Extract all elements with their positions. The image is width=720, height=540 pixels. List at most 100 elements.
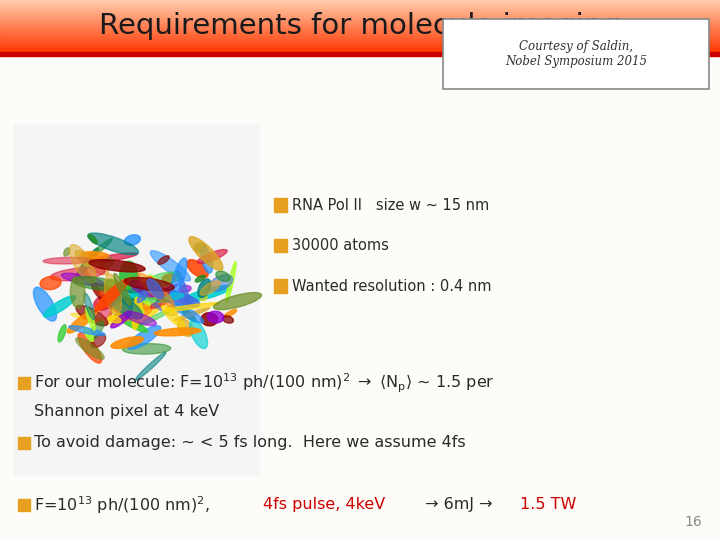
Ellipse shape — [69, 326, 105, 335]
Bar — [0, 28, 720, 29]
Ellipse shape — [147, 272, 181, 286]
Ellipse shape — [158, 256, 169, 265]
Ellipse shape — [148, 300, 156, 308]
Ellipse shape — [186, 260, 208, 278]
Ellipse shape — [88, 321, 104, 341]
Ellipse shape — [64, 248, 70, 256]
Ellipse shape — [106, 279, 125, 302]
Bar — [0, 24, 720, 25]
Bar — [0, 16, 720, 17]
Bar — [0, 0, 720, 1]
Ellipse shape — [178, 320, 194, 336]
Ellipse shape — [181, 307, 196, 322]
Bar — [0, 10, 720, 11]
Ellipse shape — [130, 281, 156, 297]
Ellipse shape — [200, 296, 207, 301]
Bar — [18, 437, 30, 449]
Bar — [0, 45, 720, 46]
Bar — [0, 27, 720, 28]
Ellipse shape — [44, 296, 76, 317]
Bar — [0, 17, 720, 18]
Ellipse shape — [162, 274, 176, 284]
Ellipse shape — [115, 314, 148, 332]
Ellipse shape — [171, 258, 187, 296]
Ellipse shape — [138, 309, 172, 327]
Bar — [0, 22, 720, 23]
Bar — [0, 36, 720, 37]
Bar — [0, 41, 720, 42]
Ellipse shape — [179, 285, 191, 292]
Ellipse shape — [207, 311, 224, 323]
Ellipse shape — [209, 275, 233, 292]
Ellipse shape — [89, 260, 145, 272]
Ellipse shape — [133, 293, 169, 322]
Text: 1.5 TW: 1.5 TW — [521, 497, 577, 512]
Ellipse shape — [50, 267, 105, 281]
Ellipse shape — [178, 298, 194, 307]
Ellipse shape — [135, 352, 166, 380]
Bar — [274, 239, 287, 252]
Ellipse shape — [150, 251, 191, 281]
Bar — [0, 18, 720, 19]
Bar — [0, 12, 720, 13]
Ellipse shape — [138, 273, 174, 307]
Text: Wanted resolution : 0.4 nm: Wanted resolution : 0.4 nm — [292, 279, 491, 294]
Ellipse shape — [114, 274, 131, 305]
Ellipse shape — [198, 279, 211, 298]
Ellipse shape — [117, 294, 153, 306]
Ellipse shape — [148, 288, 200, 307]
Ellipse shape — [150, 296, 172, 308]
Ellipse shape — [89, 234, 97, 244]
Ellipse shape — [177, 271, 190, 305]
Ellipse shape — [91, 334, 106, 347]
Bar — [0, 51, 720, 52]
Bar — [0, 5, 720, 6]
Ellipse shape — [84, 327, 94, 341]
Ellipse shape — [216, 271, 230, 281]
Bar — [0, 31, 720, 32]
Text: 16: 16 — [684, 515, 702, 529]
FancyBboxPatch shape — [443, 19, 709, 89]
Ellipse shape — [134, 284, 178, 308]
Ellipse shape — [111, 337, 143, 348]
Ellipse shape — [69, 245, 96, 283]
Ellipse shape — [108, 316, 121, 323]
Ellipse shape — [201, 313, 217, 326]
Ellipse shape — [127, 286, 143, 316]
Bar — [274, 279, 287, 293]
Ellipse shape — [133, 296, 162, 301]
Ellipse shape — [144, 274, 158, 303]
Ellipse shape — [111, 311, 132, 328]
Ellipse shape — [113, 287, 140, 312]
Bar — [0, 9, 720, 10]
Ellipse shape — [147, 279, 163, 299]
Ellipse shape — [174, 308, 210, 321]
Bar — [0, 29, 720, 30]
Ellipse shape — [86, 307, 95, 330]
Ellipse shape — [71, 277, 85, 308]
Ellipse shape — [226, 261, 236, 302]
Ellipse shape — [123, 285, 143, 296]
Ellipse shape — [184, 285, 231, 301]
Ellipse shape — [138, 288, 149, 302]
Bar — [0, 33, 720, 35]
Ellipse shape — [197, 249, 228, 264]
Ellipse shape — [109, 300, 134, 320]
Text: Requirements for molecule imaging: Requirements for molecule imaging — [99, 12, 621, 40]
Bar — [274, 198, 287, 212]
Ellipse shape — [120, 269, 139, 282]
Bar — [0, 42, 720, 43]
Ellipse shape — [147, 277, 153, 288]
Ellipse shape — [76, 338, 104, 359]
Ellipse shape — [58, 325, 66, 342]
Bar — [0, 14, 720, 15]
Ellipse shape — [120, 286, 168, 301]
Ellipse shape — [134, 284, 162, 311]
Bar — [0, 52, 720, 56]
Ellipse shape — [163, 303, 220, 311]
Text: Courtesy of Saldin,
Nobel Symposium 2015: Courtesy of Saldin, Nobel Symposium 2015 — [505, 40, 647, 68]
Ellipse shape — [88, 233, 138, 255]
Bar — [0, 4, 720, 5]
Ellipse shape — [43, 258, 92, 264]
Bar — [18, 499, 30, 511]
